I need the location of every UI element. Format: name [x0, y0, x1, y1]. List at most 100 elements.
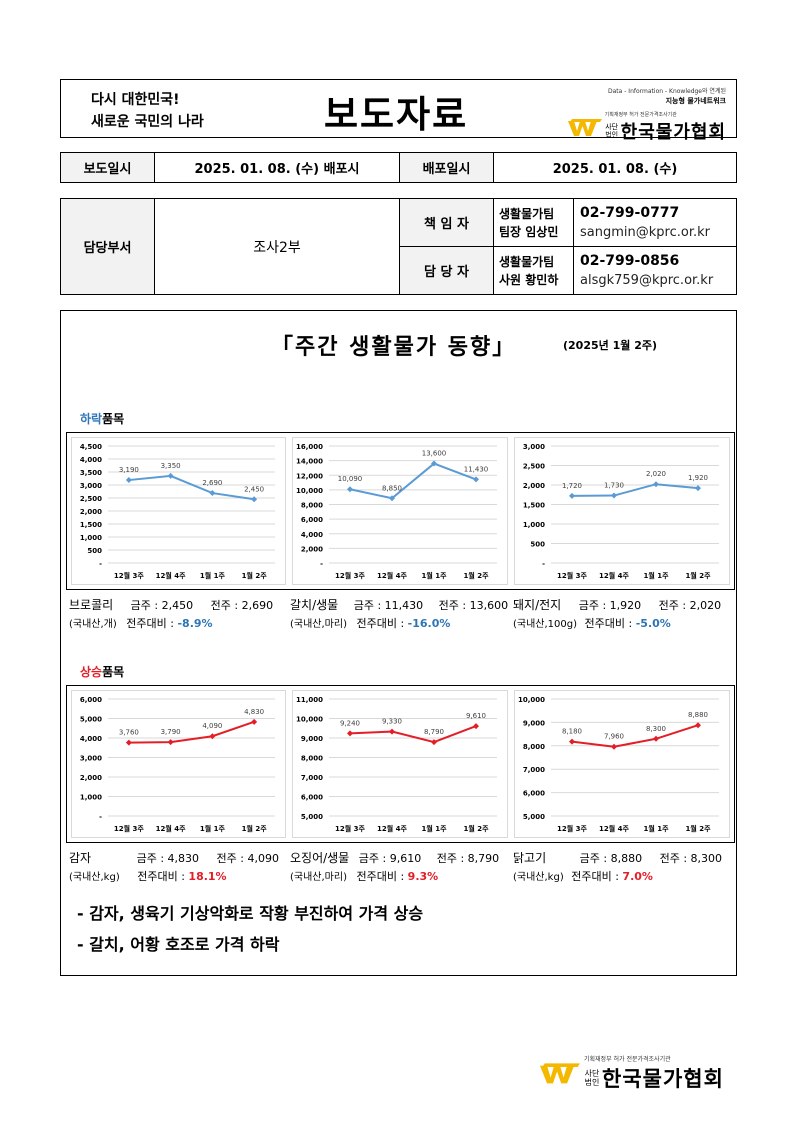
chart-chicken: 5,000 6,000 7,000 8,000 9,000 10,000 12월 3주 12월…: [518, 696, 719, 833]
falling-suffix: 품목: [102, 412, 125, 426]
x-tick-label: 1월 2주: [685, 824, 711, 833]
brand-block: Data - Information - Knowledge와 연계된 지능형 …: [546, 86, 726, 144]
brand-tagline-2: 지능형 물가네트워크: [665, 97, 726, 105]
association-logo-icon: [567, 118, 602, 136]
data-label: 2,690: [202, 479, 222, 487]
chart-potato: - 1,000 2,000 3,000 4,000 5,000 6,000 12월 3주 12월…: [80, 696, 275, 833]
this-week-price: 8,880: [610, 852, 643, 865]
series-line: [349, 725, 477, 744]
chart-box-pork: - 500 1,000 1,500 2,000 2,500 3,000 12월 3주 12월 4…: [514, 437, 730, 585]
contact-team-1: 생활물가팀 팀장 임상민: [493, 198, 574, 247]
data-point: [611, 743, 617, 750]
footer-brand-sub: 기획재정부 허가 전문가격조사기관: [584, 1056, 671, 1063]
y-tick-label: 10,000: [296, 487, 323, 495]
distribution-date-label: 배포일시: [399, 152, 494, 183]
y-tick-label: 1,500: [80, 521, 102, 529]
data-label: 8,850: [382, 484, 402, 492]
falling-items-heading: 하락품목: [80, 410, 124, 427]
y-tick-label: -: [99, 560, 102, 568]
this-week-price: 9,610: [389, 852, 422, 865]
contact-team-name-2: 생활물가팀: [499, 254, 555, 269]
last-week-price: 4,090: [247, 852, 280, 865]
slogan-line-2: 새로운 국민의 나라: [91, 114, 204, 130]
y-tick-label: 2,500: [523, 463, 545, 471]
week-over-week-change: -16.0%: [407, 617, 451, 630]
falling-charts-panel: - 500 1,000 1,500 2,000 2,500 3,000 3,500 4,000 4…: [66, 432, 735, 590]
last-week-price: 2,690: [241, 599, 274, 612]
data-label: 4,830: [244, 708, 264, 716]
item-origin-unit: (국내산,kg): [513, 872, 564, 883]
rising-suffix: 품목: [102, 665, 125, 679]
series-line: [349, 462, 477, 500]
contact-email-1[interactable]: sangmin@kprc.or.kr: [580, 224, 710, 240]
contact-phone-2: 02-799-0856: [580, 252, 680, 269]
y-tick-label: 5,000: [301, 813, 323, 821]
this-week-price: 11,430: [384, 599, 424, 612]
footer-brand-small-bottom: 법인: [584, 1078, 600, 1087]
chart-hairtail: - 2,000 4,000 6,000 8,000 10,000 12,000 14,000 1…: [296, 443, 497, 580]
x-tick-label: 1월 1주: [643, 824, 669, 833]
data-label: 3,760: [119, 729, 139, 737]
summary-notes: - 감자, 생육기 기상악화로 작황 부진하여 가격 상승 - 갈치, 어황 호…: [77, 898, 423, 960]
rising-charts-panel: - 1,000 2,000 3,000 4,000 5,000 6,000 12월 3주 12월…: [66, 685, 735, 843]
contact-person-1: 팀장 임상민: [499, 224, 559, 239]
x-tick-label: 1월 2주: [463, 824, 489, 833]
series-line: [571, 724, 699, 748]
contact-email-2[interactable]: alsgk759@kprc.or.kr: [580, 272, 714, 288]
y-tick-label: 10,000: [518, 696, 545, 704]
series-line: [571, 483, 699, 497]
last-week-price: 8,300: [690, 852, 723, 865]
this-week-price: 1,920: [609, 599, 642, 612]
brand-sub: 기획재정부 허가 전문가격조사기관: [604, 112, 677, 118]
y-tick-label: 6,000: [80, 696, 102, 704]
x-tick-label: 12월 4주: [377, 824, 407, 833]
data-label: 2,020: [646, 470, 666, 478]
note-1: - 감자, 생육기 기상악화로 작황 부진하여 가격 상승: [77, 904, 424, 923]
data-point: [347, 730, 353, 737]
week-over-week-change: 9.3%: [407, 870, 439, 883]
brand-logo-row: 기획재정부 허가 전문가격조사기관 사단 법인 한국물가협회: [546, 111, 726, 144]
item-origin-unit: (국내산,마리): [290, 619, 347, 630]
y-tick-label: 9,000: [523, 719, 545, 727]
y-tick-label: 3,000: [523, 443, 545, 451]
chart-pork: - 500 1,000 1,500 2,000 2,500 3,000 12월 3주 12월 4…: [523, 443, 719, 580]
item-label-hairtail: 갈치/생물 금주 : 11,430 전주 : 13,600 (국내산,마리) 전…: [290, 598, 509, 630]
y-tick-label: 2,000: [80, 508, 102, 516]
contacts-table: 담당부서 조사2부 책 임 자 생활물가팀 팀장 임상민 02-799-0777…: [60, 198, 737, 295]
item-name: 갈치/생물: [290, 598, 339, 612]
data-label: 8,880: [688, 711, 708, 719]
y-tick-label: 12,000: [296, 472, 323, 480]
y-tick-label: 500: [530, 541, 545, 549]
item-name: 돼지/전지: [513, 598, 562, 612]
last-week-price: 2,020: [689, 599, 722, 612]
item-origin-unit: (국내산,100g): [513, 619, 578, 630]
release-date-value: 2025. 01. 08. (수) 배포시: [154, 152, 400, 183]
brand-small-bottom: 법인: [605, 131, 619, 139]
last-week-price: 13,600: [469, 599, 509, 612]
report-content-box: 「주간 생활물가 동향」 (2025년 1월 2주) 하락품목 - 500 1,00…: [60, 310, 737, 976]
data-point: [431, 739, 437, 746]
x-tick-label: 1월 1주: [643, 571, 669, 580]
y-tick-label: 6,000: [523, 790, 545, 798]
x-tick-label: 1월 1주: [421, 571, 447, 580]
department-label: 담당부서: [60, 198, 155, 295]
data-point: [653, 481, 659, 488]
x-tick-label: 1월 1주: [421, 824, 447, 833]
data-label: 4,090: [202, 722, 222, 730]
data-point: [125, 739, 132, 746]
data-label: 11,430: [464, 465, 489, 473]
data-point: [125, 477, 132, 484]
data-point: [473, 723, 479, 730]
chart-box-potato: - 1,000 2,000 3,000 4,000 5,000 6,000 12월 3주 12월…: [71, 690, 286, 838]
footer-brand-small-top: 사단: [584, 1069, 600, 1078]
x-tick-label: 12월 3주: [557, 824, 587, 833]
contact-phone-1: 02-799-0777: [580, 204, 680, 221]
rising-prefix: 상승: [80, 665, 103, 679]
brand-small-top: 사단: [605, 123, 619, 131]
chart-squid: 5,000 6,000 7,000 8,000 9,000 10,000 11,000 12월…: [296, 696, 497, 833]
press-release-title: 보도자료: [324, 93, 469, 136]
data-point: [569, 492, 575, 499]
y-tick-label: 8,000: [301, 502, 323, 510]
item-label-broccoli: 브로콜리 금주 : 2,450 전주 : 2,690 (국내산,개) 전주대비 …: [69, 598, 274, 630]
y-tick-label: 2,500: [80, 495, 102, 503]
